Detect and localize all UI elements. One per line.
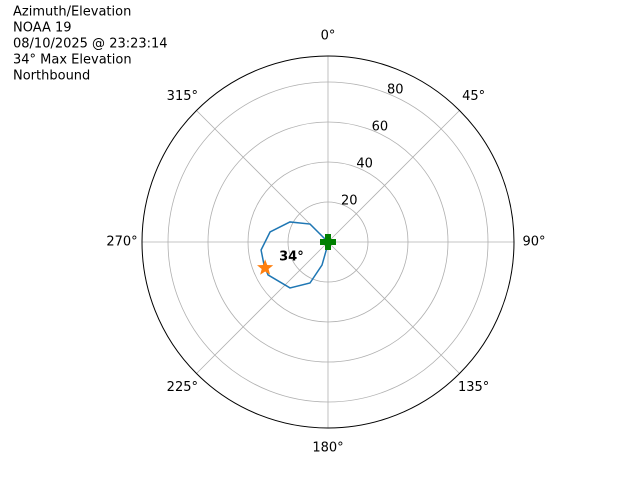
theta-tick-label: 270° [106, 235, 137, 250]
r-tick-label: 40 [356, 157, 373, 172]
theta-grid-line [327, 241, 460, 374]
polar-frame [141, 55, 515, 429]
theta-tick-label: 90° [522, 235, 545, 250]
title-line: 34° Max Elevation [13, 53, 132, 68]
max-elevation-label: 34° [279, 249, 304, 264]
theta-tick-label: 45° [462, 89, 485, 104]
r-tick-label: 20 [341, 194, 358, 209]
theta-grid-line [196, 241, 329, 374]
theta-tick-label: 180° [312, 441, 343, 456]
theta-grid-line [327, 110, 460, 243]
start-marker [320, 234, 336, 250]
title-line: NOAA 19 [13, 21, 72, 36]
theta-grid-line [196, 110, 329, 243]
max-elevation-marker [257, 259, 274, 275]
theta-tick-label: 0° [321, 29, 336, 44]
title-line: Northbound [13, 69, 90, 84]
title-line: 08/10/2025 @ 23:23:14 [13, 37, 168, 52]
r-tick-label: 80 [387, 83, 404, 98]
theta-tick-label: 315° [167, 89, 198, 104]
r-tick-label: 60 [372, 120, 389, 135]
title-line: Azimuth/Elevation [13, 5, 131, 20]
theta-tick-label: 225° [167, 380, 198, 395]
theta-tick-label: 135° [458, 380, 489, 395]
